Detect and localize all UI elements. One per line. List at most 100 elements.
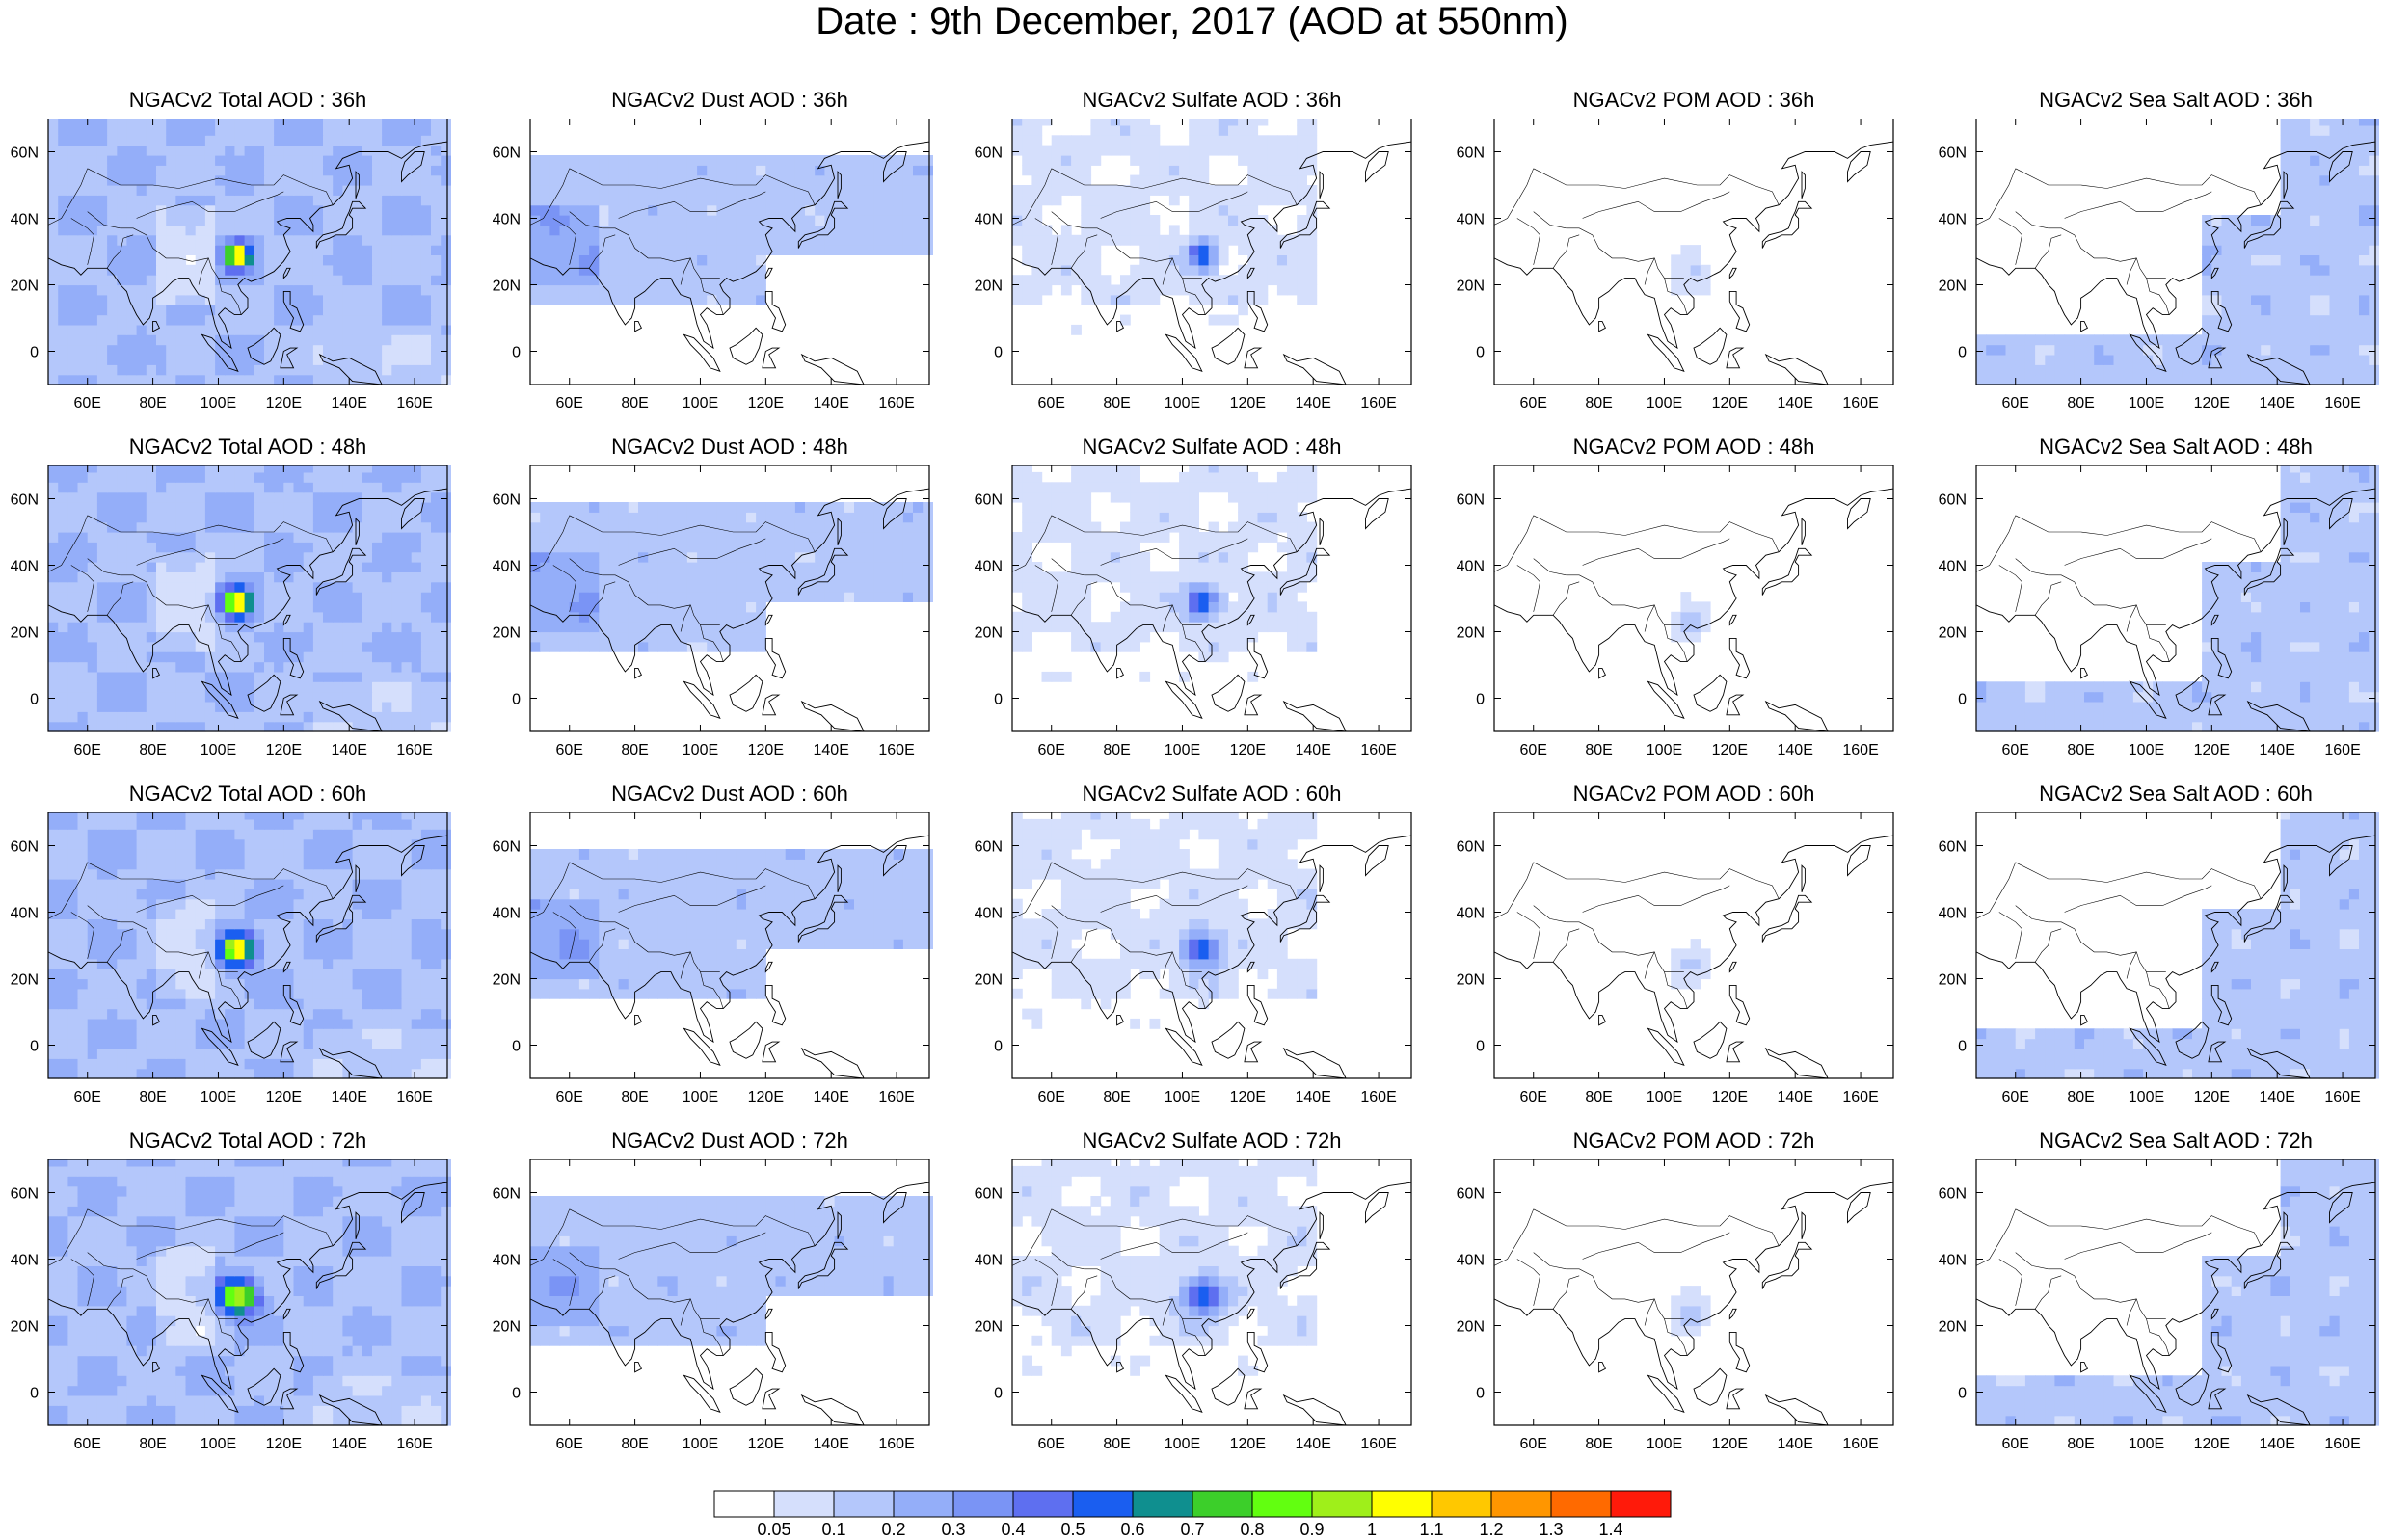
aod-cell — [402, 711, 413, 722]
aod-cell — [67, 315, 78, 326]
aod-cell — [412, 235, 422, 246]
aod-cell — [1287, 245, 1298, 255]
aod-cell — [844, 195, 855, 205]
aod-cell — [1139, 632, 1150, 643]
aod-cell — [58, 662, 68, 673]
aod-cell — [391, 612, 402, 623]
aod-cell — [913, 155, 924, 166]
aod-cell — [441, 155, 451, 166]
aod-cell — [2300, 135, 2311, 146]
aod-cell — [156, 334, 167, 345]
aod-cell — [668, 542, 679, 552]
aod-cell — [2349, 125, 2360, 136]
aod-cell — [294, 125, 305, 136]
aod-cell — [421, 245, 432, 255]
aod-cell — [196, 632, 206, 643]
aod-cell — [117, 325, 127, 335]
aod-cell — [2340, 345, 2350, 356]
aod-cell — [441, 305, 451, 315]
aod-cell — [107, 702, 118, 712]
aod-cell — [78, 225, 89, 235]
aod-cell — [530, 245, 541, 255]
aod-cell — [382, 672, 392, 682]
aod-cell — [382, 265, 392, 276]
aod-cell — [215, 165, 226, 175]
aod-cell — [560, 552, 571, 563]
aod-cell — [776, 522, 787, 533]
aod-cell — [421, 681, 432, 692]
aod-cell — [156, 711, 167, 722]
aod-cell — [776, 582, 787, 593]
aod-cell — [2330, 285, 2341, 296]
aod-cell — [431, 642, 442, 652]
aod-cell — [342, 492, 353, 503]
aod-cell — [137, 225, 147, 235]
aod-cell — [205, 532, 216, 543]
aod-cell — [2241, 315, 2252, 326]
aod-cell — [342, 345, 353, 356]
aod-cell — [815, 185, 825, 196]
aod-cell — [225, 662, 235, 673]
aod-cell — [234, 601, 245, 612]
aod-cell — [48, 681, 59, 692]
aod-cell — [2359, 205, 2370, 216]
aod-cell — [304, 375, 314, 385]
aod-cell — [2202, 345, 2212, 356]
aod-cell — [2006, 345, 2017, 356]
aod-cell — [805, 562, 816, 572]
aod-cell — [687, 195, 698, 205]
aod-cell — [1081, 265, 1091, 276]
aod-cell — [923, 175, 933, 186]
aod-cell — [441, 254, 451, 265]
aod-cell — [107, 482, 118, 492]
aod-cell — [412, 205, 422, 216]
aod-cell — [1258, 582, 1269, 593]
aod-cell — [2369, 225, 2379, 235]
aod-cell — [737, 185, 747, 196]
aod-cell — [58, 305, 68, 315]
aod-cell — [58, 592, 68, 602]
aod-cell — [175, 245, 186, 255]
aod-cell — [697, 562, 708, 572]
aod-cell — [205, 146, 216, 156]
aod-cell — [362, 315, 373, 326]
aod-cell — [727, 185, 737, 196]
aod-cell — [570, 532, 580, 543]
aod-cell — [697, 612, 708, 623]
aod-cell — [687, 502, 698, 513]
aod-cell — [608, 205, 619, 216]
aod-cell — [294, 205, 305, 216]
aod-cell — [1090, 125, 1101, 136]
aod-cell — [78, 492, 89, 503]
aod-cell — [1258, 601, 1269, 612]
aod-cell — [1297, 175, 1307, 186]
aod-cell — [254, 185, 265, 196]
aod-cell — [362, 472, 373, 483]
aod-cell — [67, 622, 78, 632]
aod-cell — [570, 601, 580, 612]
coastline — [1802, 172, 1805, 199]
aod-cell — [58, 125, 68, 136]
aod-cell — [78, 562, 89, 572]
aod-cell — [903, 225, 914, 235]
aod-cell — [697, 571, 708, 582]
aod-cell — [1228, 146, 1239, 156]
aod-cell — [2290, 345, 2301, 356]
aod-cell — [333, 235, 343, 246]
aod-cell — [234, 642, 245, 652]
aod-cell — [382, 571, 392, 582]
aod-cell — [2054, 334, 2065, 345]
aod-cell — [2173, 355, 2183, 365]
aod-cell — [186, 472, 197, 483]
aod-cell — [175, 135, 186, 146]
aod-cell — [391, 345, 402, 356]
aod-cell — [78, 672, 89, 682]
aod-cell — [412, 552, 422, 563]
aod-cell — [186, 582, 197, 593]
aod-cell — [147, 254, 157, 265]
aod-cell — [215, 355, 226, 365]
aod-cell — [294, 571, 305, 582]
aod-cell — [1150, 175, 1161, 186]
